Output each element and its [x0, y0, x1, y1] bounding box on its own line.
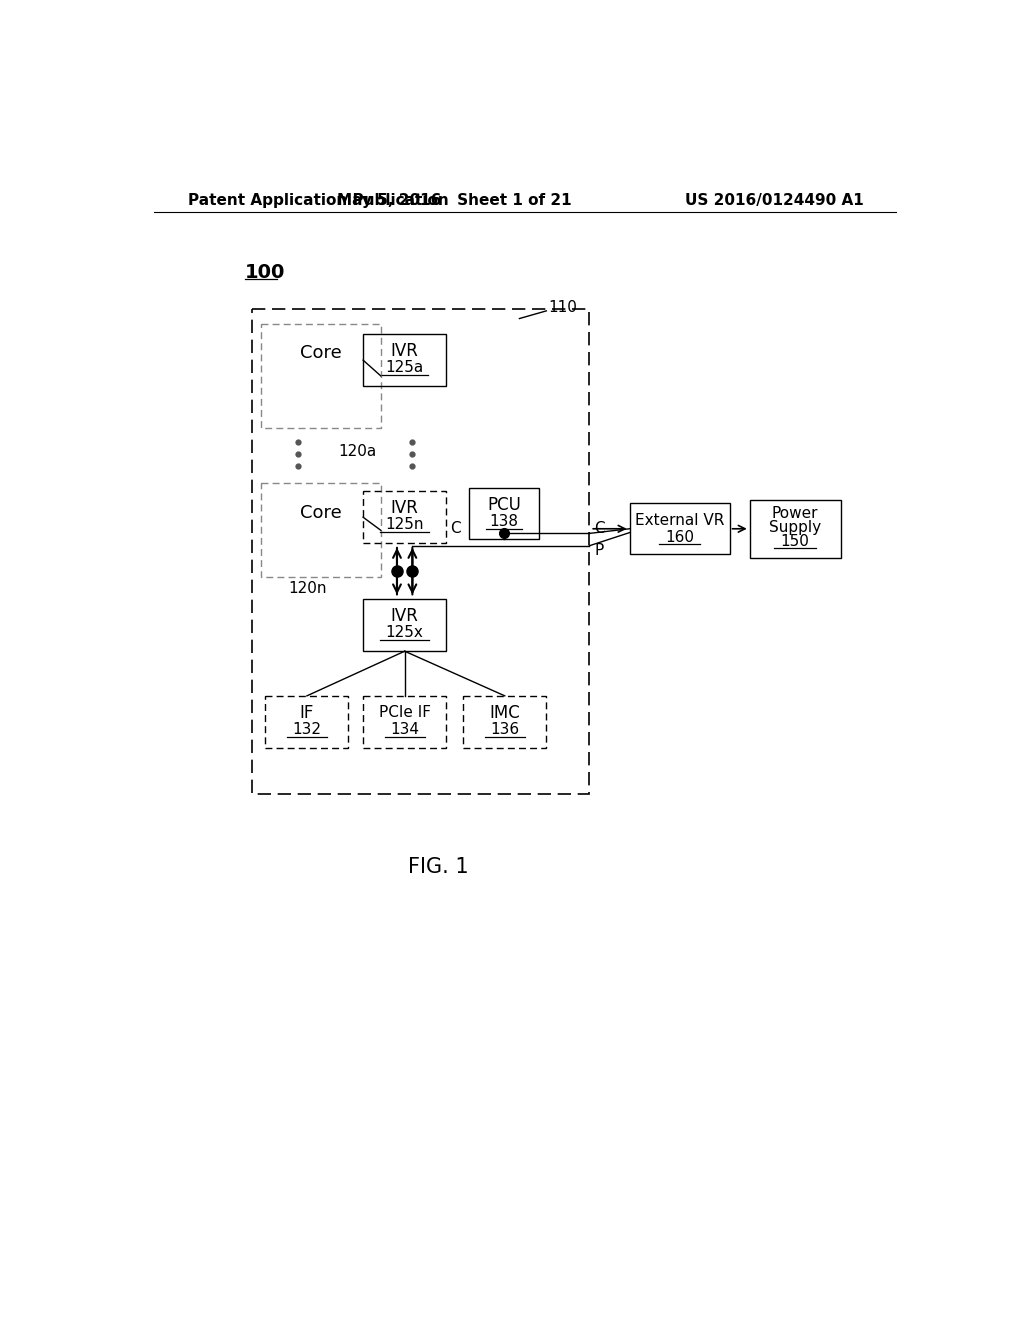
Text: C: C	[594, 521, 605, 536]
Text: FIG. 1: FIG. 1	[409, 857, 469, 876]
Text: 134: 134	[390, 722, 419, 738]
Text: 120n: 120n	[289, 581, 327, 595]
Text: Supply: Supply	[769, 520, 821, 535]
Text: PCU: PCU	[487, 496, 521, 513]
Text: 138: 138	[489, 515, 518, 529]
Text: Power: Power	[772, 506, 818, 521]
Text: IVR: IVR	[391, 607, 419, 624]
Text: 132: 132	[293, 722, 322, 738]
Text: 150: 150	[780, 533, 810, 549]
Text: 100: 100	[245, 263, 285, 282]
Text: 125x: 125x	[386, 626, 424, 640]
Text: Core: Core	[300, 345, 342, 362]
Text: Core: Core	[300, 504, 342, 521]
Text: P: P	[594, 543, 603, 558]
Text: IF: IF	[300, 704, 314, 722]
Text: IMC: IMC	[489, 704, 520, 722]
Text: 136: 136	[490, 722, 519, 738]
Text: External VR: External VR	[635, 512, 724, 528]
Text: May 5, 2016   Sheet 1 of 21: May 5, 2016 Sheet 1 of 21	[337, 193, 571, 209]
Text: US 2016/0124490 A1: US 2016/0124490 A1	[685, 193, 863, 209]
Text: 125a: 125a	[386, 360, 424, 375]
Text: IVR: IVR	[391, 342, 419, 360]
Text: 125n: 125n	[385, 517, 424, 532]
Text: Patent Application Publication: Patent Application Publication	[188, 193, 450, 209]
Text: C: C	[451, 521, 461, 536]
Text: PCIe IF: PCIe IF	[379, 705, 431, 721]
Text: 160: 160	[665, 529, 694, 545]
Text: 110: 110	[548, 300, 577, 315]
Text: 120a: 120a	[339, 444, 377, 458]
Text: IVR: IVR	[391, 499, 419, 517]
